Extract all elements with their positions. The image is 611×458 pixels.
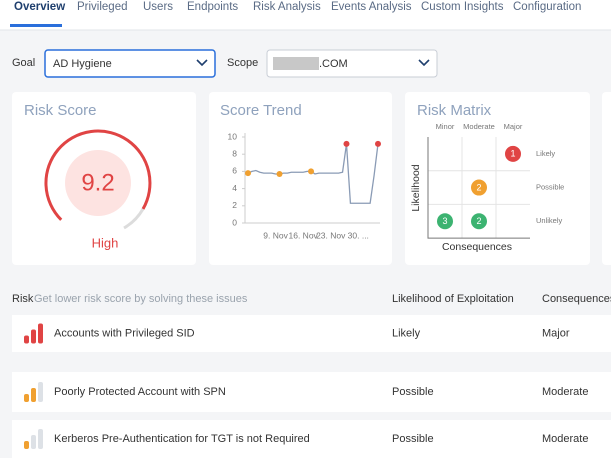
trend-marker [343, 140, 350, 147]
table-header-risk: Risk [12, 293, 34, 305]
matrix-cell-count: 3 [442, 216, 447, 226]
gauge-center [65, 150, 131, 216]
trend-marker [375, 140, 381, 147]
issue-name: Accounts with Privileged SID [54, 327, 195, 339]
risk-score-title: Risk Score [24, 102, 97, 119]
scope-redaction [273, 57, 319, 70]
severity-bar [38, 323, 43, 344]
matrix-column-label: Minor [436, 122, 455, 131]
x-tick-label: 9. Nov [263, 230, 288, 240]
issue-likelihood: Likely [392, 327, 421, 339]
goal-label: Goal [12, 57, 35, 69]
severity-bar [31, 329, 36, 344]
matrix-column-label: Major [504, 122, 523, 131]
y-tick-label: 6 [232, 166, 237, 176]
severity-bar [31, 435, 36, 449]
score-trend-title: Score Trend [220, 102, 302, 119]
x-tick-label: 23. Nov [316, 230, 346, 240]
goal-value: AD Hygiene [53, 58, 112, 70]
severity-bar [38, 382, 43, 402]
tab[interactable]: Events Analysis [331, 1, 412, 13]
table-header-likelihood: Likelihood of Exploitation [392, 293, 514, 305]
matrix-cell-count: 1 [510, 149, 515, 159]
trend-marker [276, 170, 283, 177]
matrix-axes [427, 137, 530, 239]
matrix-cell-count: 2 [476, 216, 481, 226]
table-header-consequences: Consequences [542, 293, 611, 305]
matrix-cell-count: 2 [476, 182, 481, 192]
severity-bar [24, 394, 29, 402]
table-header-hint: Get lower risk score by solving these is… [34, 293, 248, 305]
tab[interactable]: Risk Analysis [253, 1, 321, 13]
issue-row[interactable] [12, 420, 611, 458]
matrix-cell-marker [437, 213, 453, 230]
severity-bar [31, 388, 36, 402]
issue-consequences: Moderate [542, 386, 588, 398]
severity-bar [24, 335, 29, 344]
risk-matrix-title: Risk Matrix [417, 102, 492, 119]
issue-row[interactable] [12, 372, 611, 412]
tab[interactable]: Endpoints [187, 1, 238, 13]
goal-select[interactable] [44, 49, 216, 78]
y-tick-label: 8 [232, 148, 237, 158]
scope-chevron [418, 59, 430, 67]
risk-score-value: 9.2 [81, 169, 114, 196]
tab[interactable]: Configuration [513, 1, 581, 13]
scope-label: Scope [227, 57, 258, 69]
trend-marker [308, 168, 315, 175]
risk-level: High [92, 235, 119, 250]
issue-name: Kerberos Pre-Authentication for TGT is n… [54, 433, 310, 445]
y-tick-label: 0 [232, 217, 237, 227]
matrix-y-label: Likelihood [410, 164, 422, 211]
matrix-cell-marker [471, 213, 487, 230]
score-trend-card [209, 92, 392, 265]
gauge-track [123, 208, 145, 230]
issue-consequences: Major [542, 327, 570, 339]
tab[interactable]: Privileged [77, 1, 128, 13]
matrix-cell-marker [505, 145, 521, 162]
matrix-row-label: Unlikely [536, 216, 563, 225]
tab-bar [0, 0, 611, 30]
extra-card [602, 92, 611, 265]
y-tick-label: 2 [232, 200, 237, 210]
matrix-row-label: Likely [536, 149, 555, 158]
trend-marker [245, 170, 251, 177]
tab[interactable]: Users [143, 1, 173, 13]
x-tick-label: 16. Nov [289, 230, 319, 240]
issue-row[interactable] [12, 315, 611, 352]
matrix-x-label: Consequences [442, 241, 512, 253]
severity-bar [24, 441, 29, 449]
gauge-arc [44, 129, 152, 221]
severity-bar [38, 429, 43, 449]
tab[interactable]: Overview [14, 1, 65, 13]
y-tick-label: 10 [228, 131, 238, 141]
goal-chevron [196, 59, 208, 67]
issue-name: Poorly Protected Account with SPN [54, 386, 226, 398]
y-tick-label: 4 [232, 183, 237, 193]
matrix-row-label: Possible [536, 183, 564, 192]
issue-likelihood: Possible [392, 386, 434, 398]
matrix-cell-marker [471, 179, 487, 196]
issue-likelihood: Possible [392, 433, 434, 445]
x-tick-label: 30. ... [348, 230, 369, 240]
tab[interactable]: Custom Insights [421, 1, 504, 13]
scope-select[interactable] [266, 49, 438, 78]
active-tab-indicator [10, 24, 62, 27]
issue-consequences: Moderate [542, 433, 588, 445]
matrix-column-label: Moderate [463, 122, 495, 131]
scope-value: .COM [319, 58, 348, 70]
